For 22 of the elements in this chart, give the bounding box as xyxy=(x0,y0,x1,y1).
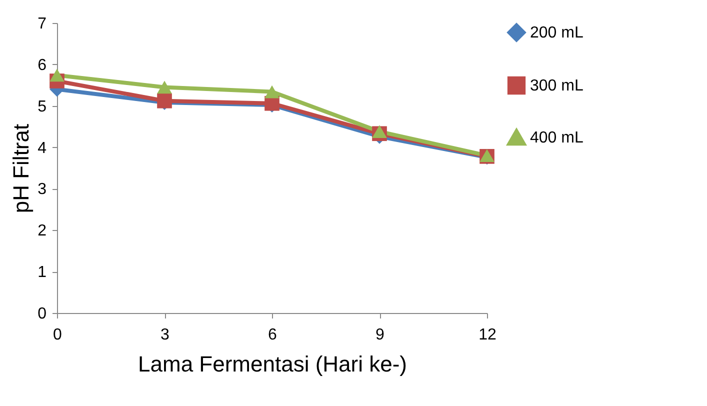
point xyxy=(50,68,64,82)
point xyxy=(372,125,387,138)
y-tick-label: 3 xyxy=(38,181,47,198)
y-tick-label: 1 xyxy=(38,264,47,282)
x-tick-label: 3 xyxy=(160,326,170,344)
y-tick-label: 2 xyxy=(38,222,47,240)
x-tick-label: 6 xyxy=(268,326,278,344)
legend-label: 200 mL xyxy=(530,24,584,42)
x-tick-label: 9 xyxy=(376,326,385,344)
y-tick-label: 4 xyxy=(38,140,47,157)
y-tick-label: 7 xyxy=(38,16,47,32)
x-tick-label: 12 xyxy=(478,326,496,344)
y-tick-label: 0 xyxy=(38,306,47,322)
legend-label: 300 mL xyxy=(530,78,584,94)
x-axis-title: Lama Fermentasi (Hari ke-) xyxy=(138,352,407,376)
y-tick-label: 6 xyxy=(38,56,47,74)
y-tick-label: 5 xyxy=(38,98,47,116)
legend-label: 400 mL xyxy=(530,130,584,146)
point xyxy=(264,85,280,98)
y-axis-title: pH Filtrat xyxy=(8,124,34,214)
x-tick-label: 0 xyxy=(53,326,62,344)
point xyxy=(157,80,172,94)
